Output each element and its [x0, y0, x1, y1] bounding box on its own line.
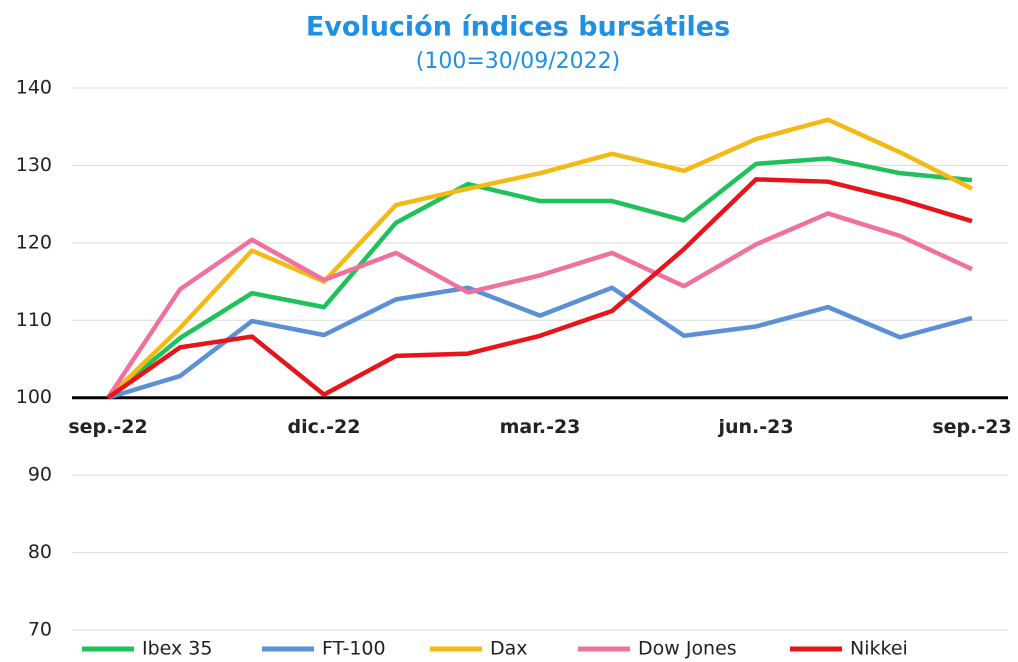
legend-label: Ibex 35 — [142, 638, 212, 660]
x-tick-label: sep.-22 — [68, 416, 147, 438]
y-tick-label: 80 — [28, 541, 52, 563]
x-tick-label: sep.-23 — [932, 416, 1011, 438]
y-tick-label: 110 — [16, 309, 52, 331]
x-tick-label: mar.-23 — [500, 416, 581, 438]
legend-label: Dow Jones — [638, 638, 737, 660]
x-tick-label: jun.-23 — [717, 416, 793, 438]
series-line — [106, 117, 974, 400]
series-line — [107, 285, 973, 400]
legend-label: Dax — [490, 638, 528, 660]
chart-title: Evolución índices bursátiles — [306, 12, 730, 43]
y-tick-label: 90 — [28, 464, 52, 486]
chart-subtitle: (100=30/09/2022) — [416, 49, 620, 74]
y-tick-label: 70 — [28, 619, 52, 641]
legend-label: FT-100 — [322, 638, 386, 660]
y-tick-label: 100 — [16, 386, 52, 408]
series-line — [106, 156, 973, 400]
legend-label: Nikkei — [850, 638, 908, 660]
y-tick-label: 140 — [16, 77, 52, 99]
x-tick-label: dic.-22 — [288, 416, 361, 438]
y-tick-label: 130 — [16, 154, 52, 176]
series-line — [106, 211, 973, 399]
y-tick-label: 120 — [16, 231, 52, 253]
series-line — [106, 177, 973, 400]
